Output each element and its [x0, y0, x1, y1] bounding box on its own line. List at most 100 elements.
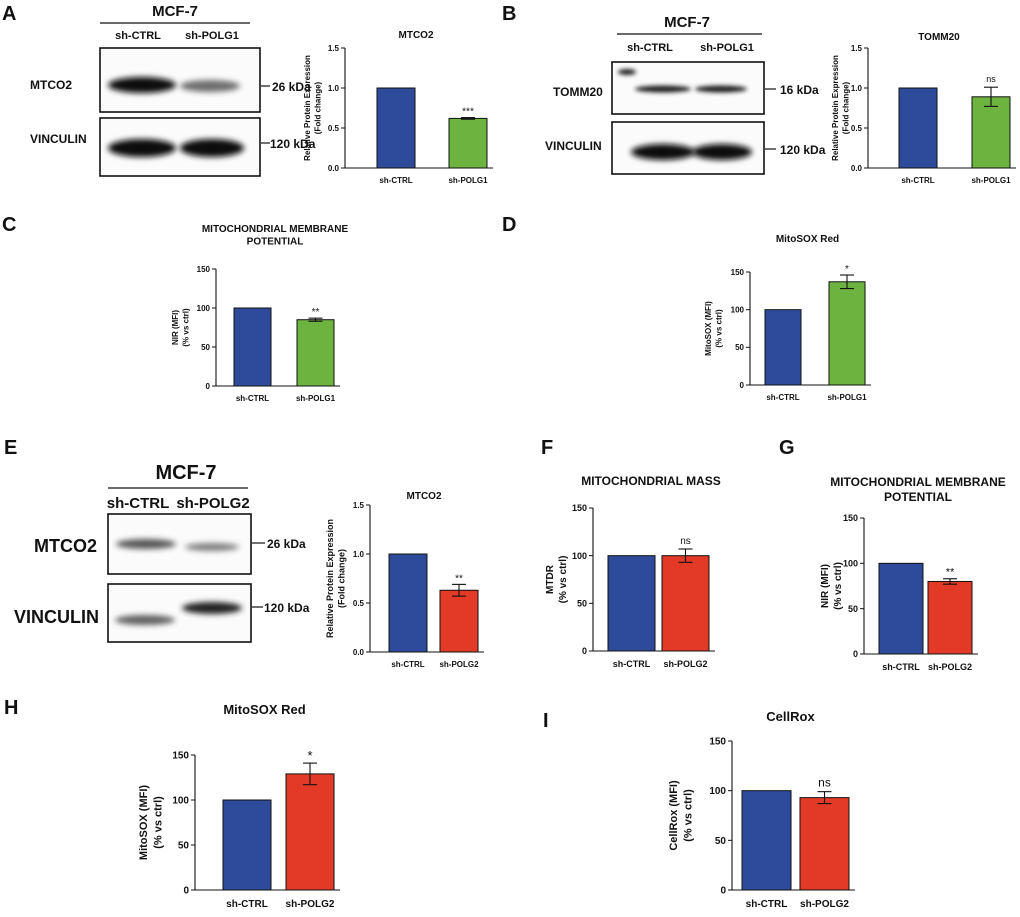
y-axis-label: NIR (MFI)(% vs ctrl): [820, 562, 844, 610]
chart-mitosox-polg2: 0 50 100 150 sh-CTRL * sh-POLG2 MitoSOX Red Mito…: [138, 702, 340, 910]
y-tick-label: 100: [572, 551, 587, 561]
significance-marker: **: [455, 573, 463, 584]
y-tick-label: 0.0: [353, 648, 365, 657]
y-tick-label: 0: [582, 646, 587, 656]
x-tick-label: sh-CTRL: [901, 176, 934, 185]
bar: [448, 117, 488, 169]
chart-mitochondrial-mass-polg2: 0 50 100 150 sh-CTRL ns sh-POLG2 MITOCHONDRIAL …: [545, 474, 721, 669]
x-tick-label: sh-POLG2: [439, 660, 479, 669]
panel-letter-c: C: [2, 214, 16, 236]
y-tick-label: 0.5: [353, 599, 365, 608]
x-tick-label: sh-POLG1: [827, 393, 867, 402]
y-tick-label: 150: [731, 268, 745, 277]
y-tick-label: 50: [577, 598, 587, 608]
x-tick-label: sh-CTRL: [379, 176, 412, 185]
bar: [285, 773, 335, 891]
bar: [799, 797, 850, 891]
significance-marker: ns: [680, 536, 691, 547]
western-blot-b: MCF-7 sh-CTRL sh-POLG1 TOMM20 VINCULIN 1…: [545, 14, 826, 175]
blot-size-marker: 26 kDa: [267, 537, 306, 551]
significance-marker: ***: [462, 107, 474, 118]
panel-letter-f: F: [541, 437, 553, 459]
bar: [927, 580, 973, 655]
chart-tomm20-polg1: 0.0 0.5 1.0 1.5 sh-CTRL ns sh-POLG1 TOMM20 Relat…: [831, 32, 1016, 185]
x-tick-label: sh-CTRL: [226, 899, 268, 910]
bar: [878, 562, 924, 655]
chart-title: CellRox: [766, 709, 815, 724]
x-tick-label: sh-POLG2: [928, 662, 972, 672]
y-tick-label: 100: [172, 796, 189, 807]
bar: [388, 553, 428, 653]
significance-marker: *: [845, 264, 849, 275]
x-tick-label: sh-POLG1: [448, 176, 488, 185]
y-tick-label: 1.5: [851, 44, 863, 53]
y-tick-label: 100: [197, 304, 211, 313]
chart-title: TOMM20: [918, 32, 960, 43]
blot-lane-label: sh-CTRL: [115, 30, 161, 42]
y-tick-label: 150: [197, 265, 211, 274]
western-blot-a: MCF-7 sh-CTRL sh-POLG1 MTCO2 VINCULIN 26…: [30, 3, 316, 177]
blot-cell-line: MCF-7: [664, 14, 710, 31]
chart-title: MTCO2: [399, 30, 434, 41]
bar: [898, 87, 938, 169]
panel-letter-i: I: [543, 710, 549, 732]
y-axis-label: Relative Protein Expression(Fold change): [831, 55, 850, 161]
blot-protein-label: TOMM20: [553, 85, 603, 99]
x-tick-label: sh-CTRL: [882, 662, 920, 672]
blot-cell-line: MCF-7: [152, 3, 198, 20]
y-tick-label: 0: [740, 381, 745, 390]
y-tick-label: 0.5: [851, 124, 863, 133]
chart-membrane-potential-polg1: 0 50 100 150 sh-CTRL ** sh-POLG1 MITOCHONDRIAL …: [171, 224, 348, 403]
y-tick-label: 0: [853, 649, 858, 659]
x-tick-label: sh-POLG1: [296, 394, 336, 403]
y-tick-label: 0.0: [851, 164, 863, 173]
blot-protein-label: VINCULIN: [30, 132, 87, 146]
y-tick-label: 150: [709, 737, 726, 748]
blot-cell-line: MCF-7: [155, 462, 216, 484]
bar: [971, 96, 1011, 169]
y-axis-label: CellRox (MFI) (% vs ctrl): [668, 780, 694, 851]
chart-title: MitoSOX Red: [776, 234, 839, 245]
y-tick-label: 50: [201, 343, 210, 352]
blot-size-marker: 120 kDa: [264, 601, 310, 615]
y-tick-label: 50: [848, 604, 858, 614]
bar: [233, 307, 272, 387]
y-tick-label: 150: [572, 503, 587, 513]
chart-mtco2-polg1: 0.0 0.5 1.0 1.5 sh-CTRL *** sh-POLG1 MTCO2 Relat…: [303, 30, 493, 185]
blot-lane-label: sh-CTRL: [107, 495, 170, 512]
y-tick-label: 50: [735, 343, 744, 352]
significance-marker: ns: [818, 776, 831, 790]
y-tick-label: 50: [178, 841, 190, 852]
blot-protein-label: MTCO2: [30, 78, 72, 92]
y-tick-label: 1.0: [851, 84, 863, 93]
x-tick-label: sh-POLG1: [971, 176, 1011, 185]
panel-letter-a: A: [2, 3, 16, 25]
blot-lane-label: sh-POLG2: [176, 495, 249, 512]
chart-title: MTCO2: [407, 491, 442, 502]
western-blot-e: MCF-7 sh-CTRL sh-POLG2 MTCO2 VINCULIN 26…: [14, 462, 310, 643]
blot-size-marker: 120 kDa: [270, 137, 316, 151]
blot-lane-label: sh-CTRL: [627, 42, 673, 54]
y-tick-label: 0: [720, 886, 726, 897]
blot-lane-label: sh-POLG1: [185, 30, 239, 42]
chart-title: MITOCHONDRIAL MEMBRANE POTENTIAL: [202, 224, 349, 248]
panel-letter-h: H: [4, 697, 18, 719]
y-tick-label: 100: [731, 305, 745, 314]
blot-size-marker: 26 kDa: [272, 80, 311, 94]
chart-title: MITOCHONDRIAL MEMBRANE POTENTIAL: [830, 475, 1006, 504]
y-tick-label: 50: [715, 836, 727, 847]
x-tick-label: sh-CTRL: [613, 659, 651, 669]
bar: [741, 790, 792, 891]
bar: [439, 589, 479, 653]
blot-protein-label: MTCO2: [34, 536, 97, 556]
blot-protein-label: VINCULIN: [14, 607, 99, 627]
y-axis-label: NIR (MFI)(% vs ctrl): [171, 308, 190, 347]
y-tick-label: 1.5: [353, 501, 365, 510]
bar: [764, 309, 802, 386]
x-tick-label: sh-CTRL: [766, 393, 799, 402]
x-tick-label: sh-CTRL: [746, 899, 788, 910]
blot-lane-label: sh-POLG1: [700, 42, 754, 54]
significance-marker: **: [946, 567, 955, 579]
significance-marker: ns: [986, 74, 996, 84]
